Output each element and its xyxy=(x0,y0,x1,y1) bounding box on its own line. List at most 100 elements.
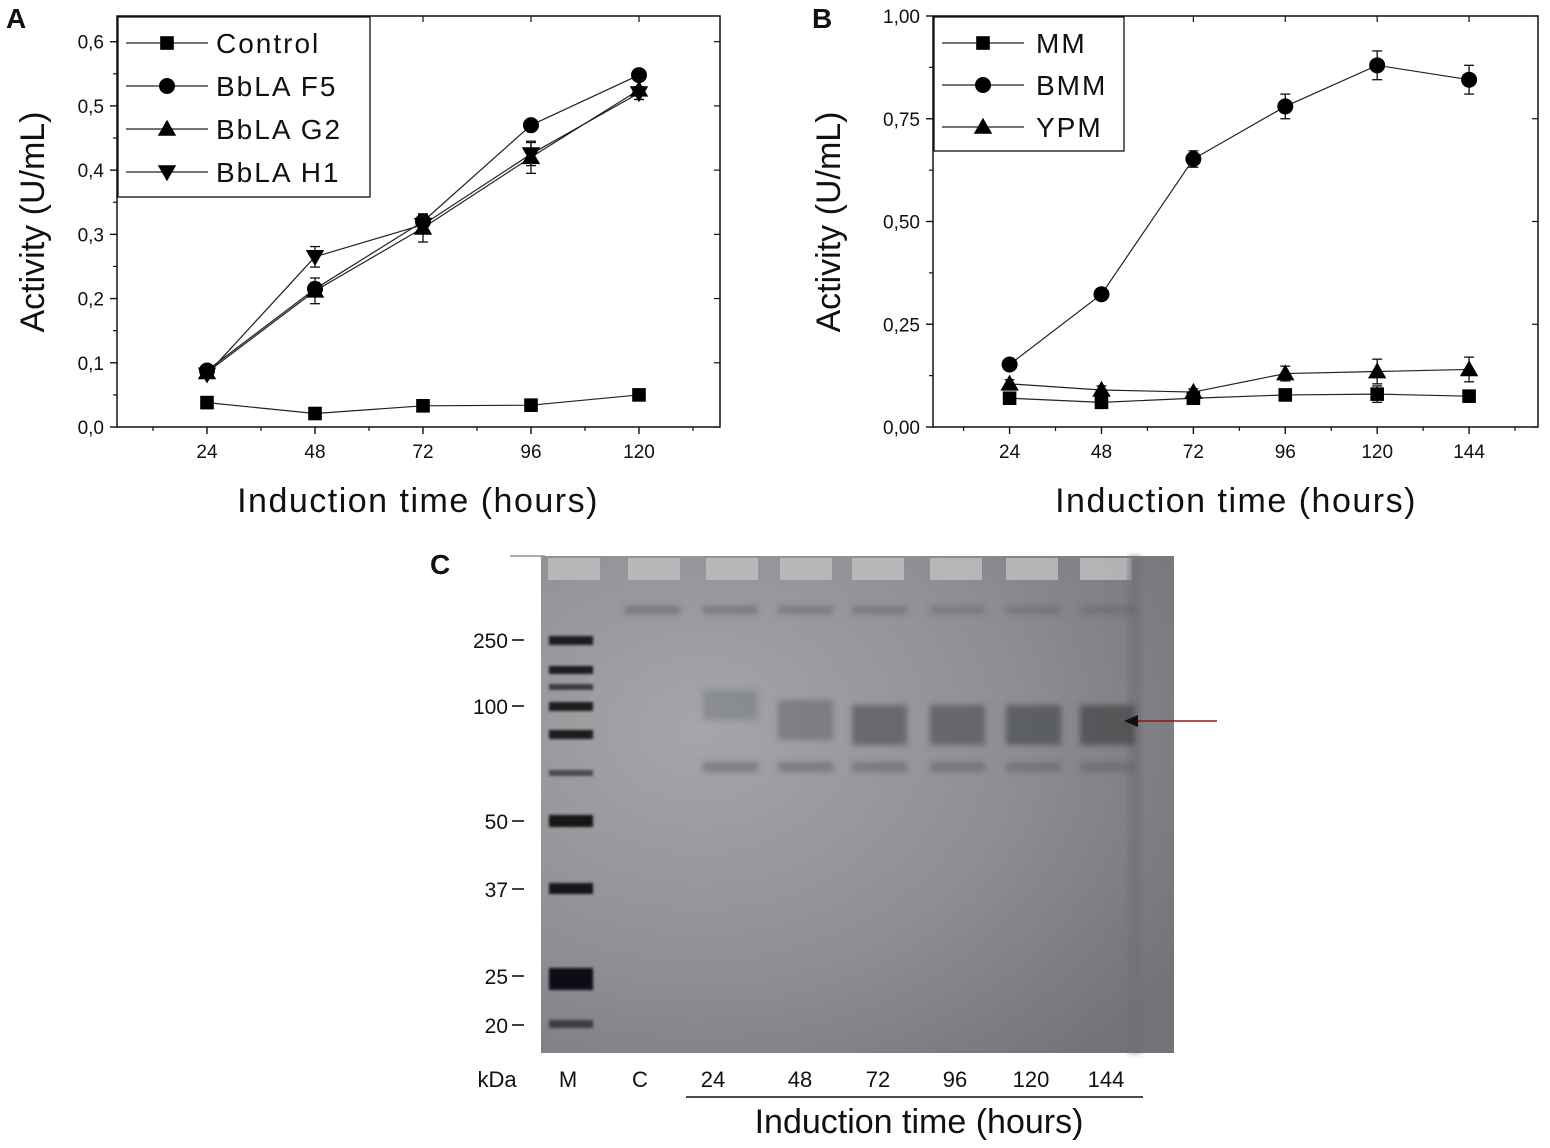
chart-a-legend-marker xyxy=(157,165,177,182)
panel-letter-b: B xyxy=(812,3,832,34)
gel-marker-label: 20 xyxy=(485,1015,508,1038)
gel-band xyxy=(703,606,758,614)
gel-image xyxy=(541,556,1174,1053)
gel-marker-label: 250 xyxy=(473,630,508,653)
chart-a-legend: Control BbLA F5 BbLA G2 BbLA H1 xyxy=(117,16,371,198)
chart-b-data-point xyxy=(1276,364,1295,381)
chart-a-y-tick-label: 0,6 xyxy=(78,33,104,54)
chart-b-legend-marker xyxy=(975,77,991,93)
chart-b-x-tick-label: 96 xyxy=(1275,442,1296,463)
gel-lane-label: 144 xyxy=(1088,1067,1125,1092)
chart-a-x-tick-label: 24 xyxy=(196,442,218,463)
chart-b-data-point xyxy=(1367,362,1387,379)
gel-kda-label: kDa xyxy=(477,1067,517,1092)
chart-b-x-tick-label: 24 xyxy=(999,442,1021,463)
gel-band xyxy=(930,606,985,614)
chart-b-series-line xyxy=(1009,64,1470,366)
chart-b-legend-box xyxy=(933,16,1125,152)
chart-b: 0,00 0,25 0,50 0,75 1,00 24 48 72 96 120 144 MM BMM… xyxy=(810,7,1539,520)
chart-a-y-tick-label: 0,3 xyxy=(78,225,104,246)
gel-x-axis-title: Induction time (hours) xyxy=(755,1103,1084,1141)
chart-a-legend-marker xyxy=(160,36,174,50)
chart-a-plot-frame xyxy=(116,15,721,428)
chart-a-data-point xyxy=(629,86,649,103)
chart-a-legend-label: BbLA H1 xyxy=(216,157,341,188)
chart-a-data-point xyxy=(308,406,322,421)
gel-well xyxy=(706,558,758,580)
chart-a-data-point xyxy=(197,367,217,384)
gel-band xyxy=(778,606,833,614)
chart-b-x-tick-label: 72 xyxy=(1183,442,1204,463)
ladder-band xyxy=(549,815,593,827)
chart-a-legend-label: Control xyxy=(216,28,320,59)
gel-well xyxy=(852,558,904,580)
gel-well xyxy=(548,558,600,580)
gel-marker-lane xyxy=(549,636,593,1028)
chart-a-data-point xyxy=(524,398,538,412)
gel-lane-label: C xyxy=(632,1067,648,1092)
panel-letter-a: A xyxy=(6,3,26,34)
chart-b-y-tick-label: 0,00 xyxy=(883,418,920,439)
gel-lane-labels: M C 24 48 72 96 120 144 xyxy=(559,1067,1125,1092)
chart-b-x-axis-title: Induction time (hours) xyxy=(1055,482,1417,520)
gel-band xyxy=(1006,705,1061,745)
chart-b-data-point xyxy=(1001,356,1018,373)
gel-band xyxy=(625,606,680,614)
gel-well xyxy=(1080,558,1132,580)
gel-marker-label: 50 xyxy=(485,811,508,834)
chart-b-data-point xyxy=(1278,388,1293,402)
chart-a-data-point xyxy=(631,67,647,84)
chart-b-data-point xyxy=(1277,98,1294,115)
gel-band xyxy=(852,606,907,614)
chart-b-y-tick-label: 1,00 xyxy=(883,7,920,28)
gel-band xyxy=(852,762,907,772)
panel-letter-c: C xyxy=(430,549,450,580)
chart-a-y-tick-label: 0,5 xyxy=(78,97,104,118)
gel-band xyxy=(1006,606,1061,614)
chart-a-legend-label: BbLA F5 xyxy=(216,71,337,102)
chart-a-data-point xyxy=(521,147,541,164)
chart-b-legend-label: BMM xyxy=(1036,70,1107,101)
chart-b-y-tick-label: 0,75 xyxy=(883,110,920,131)
chart-b-legend-label: YPM xyxy=(1036,112,1103,143)
gel-well xyxy=(1006,558,1058,580)
chart-b-data-point xyxy=(1094,395,1109,410)
chart-b-data-point xyxy=(1093,286,1110,303)
chart-b-y-tick-label: 0,25 xyxy=(883,315,920,336)
chart-b-data-point xyxy=(1002,391,1017,406)
ladder-band xyxy=(549,702,593,711)
chart-a-legend-label: BbLA G2 xyxy=(216,114,342,145)
chart-b-data-point xyxy=(1461,71,1478,88)
gel-well xyxy=(930,558,982,580)
chart-a-x-tick-label: 120 xyxy=(623,442,655,463)
gel-band xyxy=(1080,762,1135,772)
gel-wells xyxy=(548,558,1132,580)
chart-b-data-point xyxy=(1000,374,1019,391)
chart-b-data-point xyxy=(1185,151,1202,168)
chart-a-y-tick-label: 0,4 xyxy=(78,161,105,182)
gel-lane-label: 120 xyxy=(1013,1067,1050,1092)
ladder-band xyxy=(549,684,593,690)
chart-b-legend: MM BMM YPM xyxy=(933,16,1125,152)
gel-marker-label: 100 xyxy=(473,696,508,719)
chart-b-y-tick-label: 0,50 xyxy=(883,213,920,234)
gel-well xyxy=(628,558,680,580)
gel-lane-label: M xyxy=(559,1067,577,1092)
chart-a-data-point xyxy=(632,388,646,402)
gel-band xyxy=(1006,762,1061,772)
chart-b-legend-marker xyxy=(973,117,993,134)
ladder-band xyxy=(549,730,593,739)
chart-b-data-point xyxy=(1459,360,1479,377)
gel-band xyxy=(703,690,758,720)
gel-band xyxy=(1080,705,1135,745)
chart-a: 0,0 0,1 0,2 0,3 0,4 0,5 0,6 24 48 72 96 120 Control… xyxy=(14,15,721,520)
gel-lane-label: 24 xyxy=(701,1067,725,1092)
chart-a-x-axis-title: Induction time (hours) xyxy=(237,482,599,520)
chart-a-data-point xyxy=(413,217,433,234)
gel-band xyxy=(852,705,907,745)
chart-b-data-point xyxy=(1370,387,1384,401)
gel-band xyxy=(930,705,985,745)
gel-band xyxy=(778,762,833,772)
chart-b-legend-label: MM xyxy=(1036,28,1087,59)
ladder-band xyxy=(549,666,593,674)
